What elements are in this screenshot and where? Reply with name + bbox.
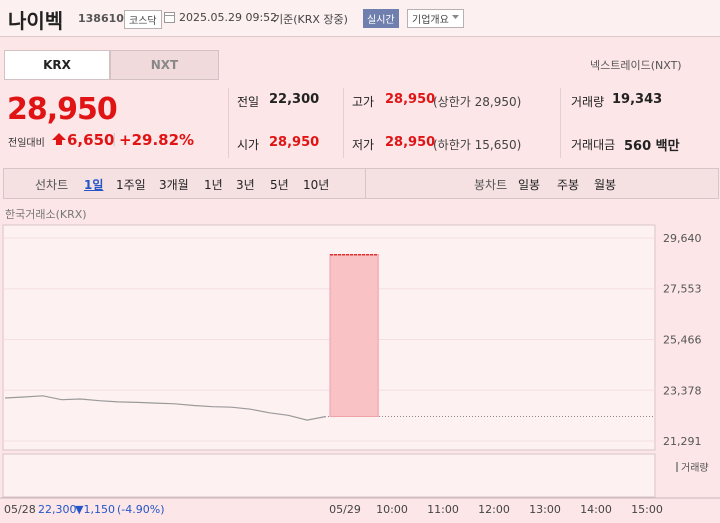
volume-label: 거래량 xyxy=(681,462,709,474)
stat-label: 거래량 xyxy=(571,95,605,109)
calendar-icon xyxy=(164,12,175,23)
y-tick-label: 21,291 xyxy=(663,435,702,448)
period-bar xyxy=(3,168,719,199)
period-option[interactable]: 1년 xyxy=(204,178,223,192)
overview-button[interactable]: 기업개요 xyxy=(407,9,464,28)
stat-value: 28,950 xyxy=(385,135,436,150)
period-option[interactable]: 5년 xyxy=(270,178,289,192)
today-area xyxy=(329,254,379,417)
divider xyxy=(560,88,561,158)
stat-label: 시가 xyxy=(237,138,260,152)
period-option: 선차트 xyxy=(35,178,69,192)
divider xyxy=(343,88,344,158)
up-arrow xyxy=(52,133,66,145)
divider xyxy=(228,88,229,158)
summary-date: 05/28 xyxy=(4,503,36,516)
stat-value: 28,950 xyxy=(269,135,320,150)
price-line xyxy=(4,395,327,421)
stat-note: (상한가 28,950) xyxy=(433,95,522,109)
legend-swatch xyxy=(676,462,678,472)
stat-label: 고가 xyxy=(352,95,375,109)
period-option[interactable]: 3개월 xyxy=(159,178,189,192)
candle-option[interactable]: 일봉 xyxy=(518,178,541,192)
stat-note: (하한가 15,650) xyxy=(433,138,522,152)
y-tick-label: 23,378 xyxy=(663,384,702,397)
x-tick-label: 15:00 xyxy=(631,503,663,516)
candle-option: 봉차트 xyxy=(474,178,508,192)
current-price: 28,950 xyxy=(7,92,118,127)
stat-value: 22,300 xyxy=(269,92,320,107)
period-option[interactable]: 10년 xyxy=(303,178,330,192)
change: 6,650 xyxy=(67,131,115,149)
stock-code: 138610 xyxy=(78,12,124,25)
stat-label: 전일 xyxy=(237,95,260,109)
plot-area xyxy=(2,224,656,451)
summary-rate: (-4.90%) xyxy=(117,503,165,516)
candle-option[interactable]: 주봉 xyxy=(557,178,580,192)
x-tick-label: 10:00 xyxy=(376,503,408,516)
x-tick-label: 12:00 xyxy=(478,503,510,516)
summary-close: 22,300 xyxy=(38,503,77,516)
basis: 기준(KRX 장중) xyxy=(273,13,348,26)
x-tick-label: 14:00 xyxy=(580,503,612,516)
chart-title: 한국거래소(KRX) xyxy=(5,208,87,221)
period-option[interactable]: 1일 xyxy=(84,178,104,192)
divider: | xyxy=(112,132,117,147)
stock-name: 나이벡 xyxy=(8,9,64,33)
stat-value: 19,343 xyxy=(612,92,663,107)
y-tick-label: 29,640 xyxy=(663,232,702,245)
period-option[interactable]: 1주일 xyxy=(116,178,146,192)
y-tick-label: 25,466 xyxy=(663,333,702,346)
tab-nxt[interactable]: NXT xyxy=(110,50,219,80)
stat-value: 560 백만 xyxy=(624,139,680,154)
tab-krx[interactable]: KRX xyxy=(4,50,110,80)
summary-change: ▼1,150 xyxy=(75,503,115,516)
divider xyxy=(365,169,366,198)
market-badge: 코스닥 xyxy=(124,10,162,29)
candle-option[interactable]: 월봉 xyxy=(594,178,617,192)
x-tick-label: 13:00 xyxy=(529,503,561,516)
x-tick-label: 11:00 xyxy=(427,503,459,516)
stat-label: 거래대금 xyxy=(571,138,616,152)
stat-value: 28,950 xyxy=(385,92,436,107)
change-label: 전일대비 xyxy=(8,138,45,149)
datetime: 2025.05.29 09:52 xyxy=(179,11,278,24)
header xyxy=(0,0,720,37)
period-option[interactable]: 3년 xyxy=(236,178,255,192)
change-rate: +29.82% xyxy=(119,131,195,149)
realtime-badge[interactable]: 실시간 xyxy=(363,9,399,28)
x-tick-label: 05/29 xyxy=(329,503,361,516)
chart: 한국거래소(KRX) 29,640 27,553 25,466 23,378 21,291… xyxy=(0,208,720,516)
stat-label: 저가 xyxy=(352,138,375,152)
volume-area xyxy=(2,453,656,498)
dropdown-arrow xyxy=(452,15,459,19)
nextrade-link[interactable]: 넥스트레이드(NXT) xyxy=(590,59,682,72)
y-tick-label: 27,553 xyxy=(663,283,702,296)
